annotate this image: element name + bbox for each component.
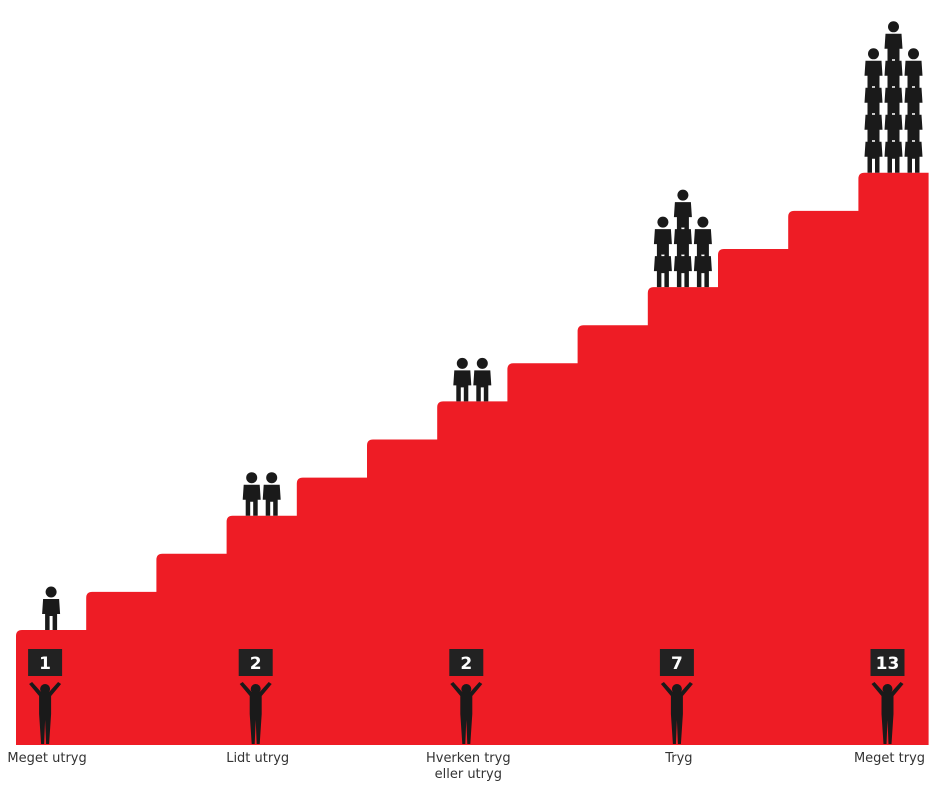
staircase xyxy=(16,172,929,746)
count-box xyxy=(870,649,905,676)
crowd-1 xyxy=(42,586,61,630)
category-label: Hverken tryg xyxy=(426,751,511,766)
count-holder-3: 2 xyxy=(449,649,484,744)
count-box xyxy=(28,649,63,676)
person-icon xyxy=(242,472,261,516)
person-icon xyxy=(653,243,672,288)
count-holder-5: 13 xyxy=(870,649,905,744)
count-box xyxy=(238,649,273,676)
crowd-3 xyxy=(453,357,492,402)
crowd-5 xyxy=(864,21,923,173)
count-box xyxy=(449,649,484,676)
count-label: 2 xyxy=(460,654,472,674)
count-holder-2: 2 xyxy=(238,649,273,744)
category-label: eller utryg xyxy=(435,767,502,782)
count-label: 2 xyxy=(250,654,262,674)
count-holders: 1 2 2 7 13 xyxy=(28,649,905,744)
person-icon xyxy=(673,243,692,288)
count-box xyxy=(659,649,694,676)
staircase-shape xyxy=(16,172,929,746)
person-icon xyxy=(693,243,712,288)
crowd-4 xyxy=(653,189,712,288)
person-icon xyxy=(884,129,903,173)
person-icon xyxy=(42,586,61,630)
person-icon xyxy=(864,129,883,173)
person-icon xyxy=(262,472,281,516)
crowd-2 xyxy=(242,472,281,516)
person-icon xyxy=(453,357,472,402)
count-label: 13 xyxy=(876,654,900,674)
person-icon xyxy=(904,129,923,173)
category-label: Meget tryg xyxy=(854,751,925,766)
count-holder-4: 7 xyxy=(659,649,694,744)
count-holder-1: 1 xyxy=(28,649,63,744)
category-label: Tryg xyxy=(664,751,692,766)
category-label: Meget utryg xyxy=(7,751,86,766)
person-icon xyxy=(473,357,492,402)
count-label: 1 xyxy=(39,654,51,674)
category-label: Lidt utryg xyxy=(226,751,289,766)
count-label: 7 xyxy=(671,654,683,674)
